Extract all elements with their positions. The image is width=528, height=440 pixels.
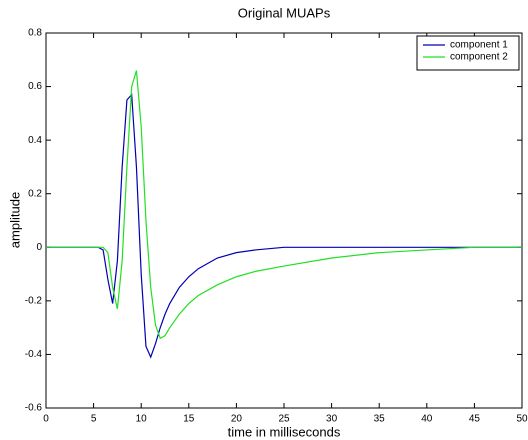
y-tick-label: 0.6 <box>28 81 42 92</box>
x-tick-label: 25 <box>278 414 290 425</box>
x-tick-label: 5 <box>91 414 97 425</box>
legend-label: component 2 <box>450 52 508 63</box>
y-tick-label: -0.4 <box>25 349 43 360</box>
x-tick-label: 35 <box>374 414 386 425</box>
y-tick-label: 0.8 <box>28 28 42 39</box>
x-axis-label: time in milliseconds <box>228 424 341 439</box>
legend-box <box>416 35 520 71</box>
x-tick-label: 10 <box>136 414 148 425</box>
y-tick-label: 0.4 <box>28 135 42 146</box>
y-tick-label: 0.2 <box>28 188 42 199</box>
plot-area <box>45 32 523 409</box>
x-tick-label: 0 <box>43 414 49 425</box>
x-tick-label: 20 <box>231 414 243 425</box>
y-tick-label: -0.6 <box>25 403 43 414</box>
x-tick-label: 30 <box>326 414 338 425</box>
x-tick-label: 40 <box>421 414 433 425</box>
x-tick-label: 50 <box>516 414 528 425</box>
x-tick-label: 45 <box>469 414 481 425</box>
x-tick-label: 15 <box>183 414 195 425</box>
y-axis-label: amplitude <box>7 192 22 248</box>
legend-label: component 1 <box>450 40 508 51</box>
series-line <box>46 93 522 359</box>
y-tick-label: -0.2 <box>25 295 43 306</box>
y-tick-label: 0 <box>36 242 42 253</box>
series-line <box>46 70 522 340</box>
chart-title: Original MUAPs <box>238 5 331 20</box>
